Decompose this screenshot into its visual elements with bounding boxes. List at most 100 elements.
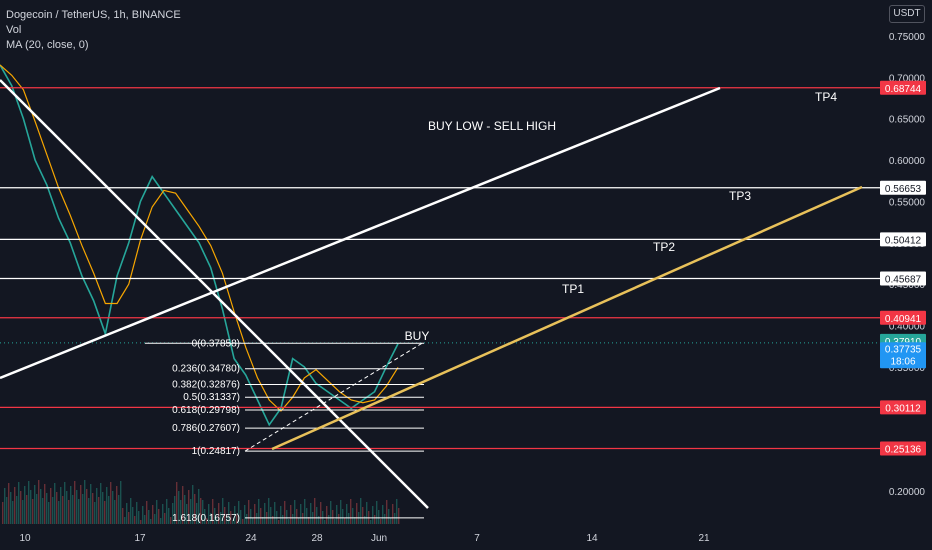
- level-price-tag-bg: [880, 400, 926, 415]
- level-price-tag-bg: [880, 80, 926, 95]
- ma-indicator-label[interactable]: MA (20, close, 0): [6, 39, 89, 51]
- volume-bar: [388, 509, 390, 524]
- volume-bar: [104, 501, 106, 524]
- volume-bar: [2, 502, 4, 524]
- volume-bar: [342, 509, 344, 524]
- level-price-tag: 0.68744: [885, 84, 922, 95]
- volume-bar: [124, 517, 126, 524]
- volume-bar: [200, 498, 202, 524]
- volume-bar: [398, 508, 400, 524]
- volume-bar: [180, 500, 182, 524]
- volume-bar: [4, 488, 6, 524]
- volume-bar: [108, 496, 110, 524]
- volume-bar: [190, 499, 192, 524]
- volume-bar: [234, 506, 236, 524]
- y-tick-label: 0.45000: [889, 280, 926, 291]
- x-tick-label: 7: [474, 533, 480, 544]
- level-price-tag-bg: [880, 310, 926, 325]
- volume-bar: [214, 508, 216, 524]
- x-tick-label: 24: [245, 533, 257, 544]
- volume-bar: [314, 498, 316, 524]
- currency-selector[interactable]: USDT: [889, 5, 925, 23]
- volume-bar: [186, 504, 188, 524]
- volume-bar: [306, 508, 308, 524]
- volume-bar: [118, 495, 120, 524]
- last-price-tag-bg: [880, 342, 926, 369]
- volume-bar: [352, 508, 354, 524]
- volume-bar: [38, 480, 40, 524]
- volume-bar: [18, 482, 20, 524]
- volume-bar: [324, 520, 326, 524]
- fib-level-label: 0.618(0.29798): [172, 405, 240, 416]
- x-tick-label: 14: [586, 533, 598, 544]
- volume-bar: [244, 505, 246, 524]
- descending-trendline: [0, 79, 429, 509]
- volume-bar: [8, 483, 10, 524]
- volume-bar: [360, 498, 362, 524]
- volume-bar: [370, 520, 372, 524]
- volume-bar: [10, 492, 12, 524]
- volume-bar: [130, 498, 132, 524]
- volume-bar: [96, 488, 98, 524]
- volume-bar: [300, 504, 302, 524]
- x-tick-label: 28: [311, 533, 323, 544]
- volume-bar: [222, 498, 224, 524]
- annotations: BUY LOW - SELL HIGH TP4 TP3 TP2 TP1 BUY: [405, 90, 838, 343]
- volume-bar: [366, 502, 368, 524]
- volume-bar: [350, 499, 352, 524]
- chart-annotation: TP1: [562, 282, 584, 296]
- volume-bar: [36, 494, 38, 524]
- volume-bar: [392, 504, 394, 524]
- volume-bar: [332, 510, 334, 524]
- moving-average-line: [0, 64, 399, 412]
- chart-annotation: BUY: [405, 329, 430, 343]
- volume-bar: [22, 500, 24, 524]
- x-tick-label: 10: [19, 533, 31, 544]
- volume-bar: [296, 509, 298, 524]
- volume-bar: [20, 491, 22, 524]
- volume-bar: [66, 491, 68, 524]
- volume-bar: [120, 481, 122, 524]
- volume-bar: [282, 515, 284, 524]
- volume-bar: [376, 501, 378, 524]
- volume-bar: [212, 499, 214, 524]
- volume-bar: [166, 499, 168, 524]
- volume-bar: [210, 513, 212, 524]
- volume-bar: [52, 497, 54, 524]
- volume-bar: [220, 512, 222, 524]
- symbol-title[interactable]: Dogecoin / TetherUS, 1h, BINANCE: [6, 9, 181, 21]
- volume-bar: [156, 500, 158, 524]
- level-price-tag: 0.45687: [885, 274, 922, 285]
- volume-bar: [58, 501, 60, 524]
- volume-bar: [46, 493, 48, 524]
- volume-bar: [152, 505, 154, 524]
- y-tick-label: 0.75000: [889, 32, 926, 43]
- volume-bar: [232, 520, 234, 524]
- volume-bar: [54, 483, 56, 524]
- volume-bar: [310, 503, 312, 524]
- volume-indicator-label[interactable]: Vol: [6, 24, 22, 36]
- level-price-tag-bg: [880, 271, 926, 286]
- fib-level-label: 0.236(0.34780): [172, 364, 240, 375]
- volume-bar: [264, 503, 266, 524]
- volume-bar: [248, 500, 250, 524]
- level-price-tag: 0.30112: [885, 403, 921, 414]
- volume-bar: [184, 495, 186, 524]
- volume-bar: [128, 512, 130, 524]
- volume-bar: [40, 489, 42, 524]
- volume-bar: [64, 482, 66, 524]
- volume-bar: [246, 514, 248, 524]
- volume-bar: [102, 492, 104, 524]
- level-price-tag-bg: [880, 180, 926, 195]
- volume-bar: [302, 513, 304, 524]
- volume-bar: [294, 500, 296, 524]
- volume-bar: [260, 508, 262, 524]
- price-axis: 0.750000.700000.650000.600000.550000.500…: [889, 32, 926, 498]
- volume-bar: [100, 483, 102, 524]
- volume-bar: [226, 516, 228, 524]
- volume-bar: [284, 501, 286, 524]
- volume-bar: [194, 494, 196, 524]
- y-tick-label: 0.65000: [889, 115, 926, 126]
- volume-bar: [362, 507, 364, 524]
